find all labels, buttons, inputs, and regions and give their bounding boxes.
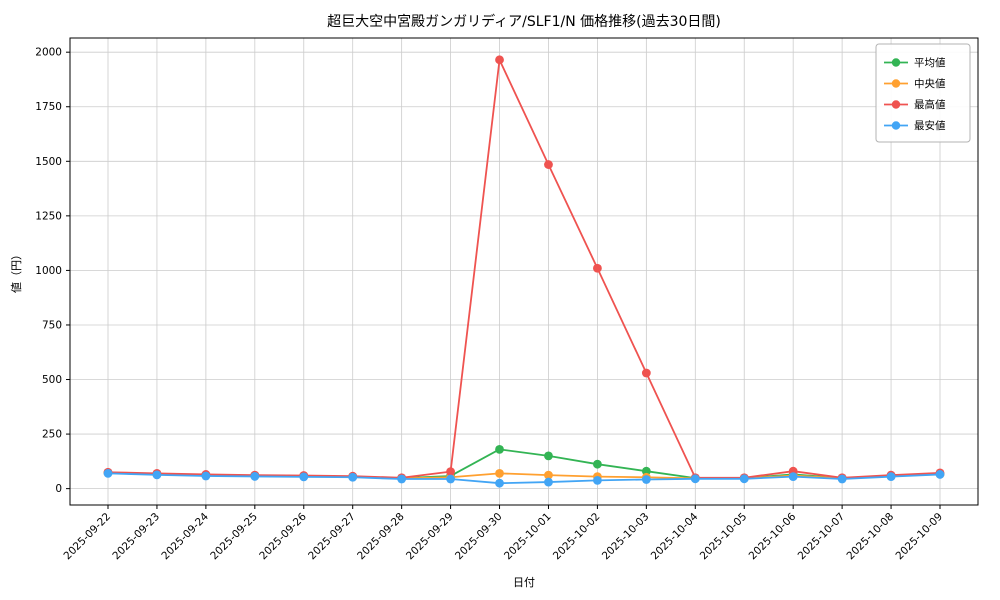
legend-marker	[891, 79, 901, 88]
y-axis-label: 値（円）	[10, 249, 23, 293]
x-tick-label: 2025-10-01	[502, 511, 554, 563]
x-tick-label: 2025-10-03	[600, 511, 652, 563]
y-tick-label: 750	[42, 319, 62, 331]
data-point-marker	[544, 160, 553, 169]
legend-item-label: 最高値	[914, 98, 946, 111]
x-tick-label: 2025-09-29	[404, 511, 456, 563]
data-point-marker	[446, 474, 455, 484]
plot-border	[69, 37, 979, 506]
data-point-marker	[495, 468, 504, 478]
data-point-marker	[544, 477, 553, 487]
legend-item-label: 最安値	[914, 119, 946, 132]
legend-box	[875, 43, 971, 143]
data-point-marker	[788, 472, 798, 482]
data-point-marker	[348, 472, 358, 482]
y-tick-label: 500	[42, 374, 62, 386]
x-tick-label: 2025-09-22	[61, 511, 113, 563]
data-series	[103, 55, 945, 488]
data-point-marker	[152, 470, 162, 480]
x-tick-label: 2025-09-25	[208, 511, 260, 563]
data-point-marker	[886, 472, 896, 482]
legend-item-label: 平均値	[914, 56, 946, 69]
grid-lines	[70, 38, 978, 505]
data-point-marker	[103, 468, 113, 478]
data-point-marker	[544, 451, 553, 461]
data-point-marker	[739, 474, 749, 484]
data-point-marker	[641, 475, 651, 484]
data-point-marker	[690, 474, 700, 484]
x-tick-label: 2025-09-28	[355, 511, 407, 563]
x-tick-label: 2025-10-06	[747, 510, 799, 562]
data-point-marker	[935, 470, 945, 479]
x-tick-label: 2025-10-04	[649, 510, 701, 562]
y-tick-label: 1250	[35, 210, 62, 222]
data-point-marker	[641, 368, 651, 378]
x-tick-label: 2025-09-27	[306, 511, 358, 563]
data-point-marker	[593, 459, 602, 469]
legend-marker	[891, 100, 901, 109]
data-point-marker	[641, 466, 651, 476]
y-tick-label: 250	[42, 429, 62, 441]
x-tick-label: 2025-10-02	[551, 511, 603, 563]
data-point-marker	[495, 444, 504, 454]
x-tick-label: 2025-09-23	[110, 511, 162, 563]
legend-item-label: 中央値	[914, 77, 946, 90]
series-line	[107, 58, 941, 479]
x-tick-label: 2025-09-30	[453, 511, 505, 563]
y-tick-label: 1000	[35, 265, 62, 277]
data-point-marker	[397, 474, 407, 484]
y-tick-label: 2000	[35, 47, 62, 59]
legend-marker	[891, 121, 901, 130]
legend-marker	[891, 58, 901, 67]
data-point-marker	[446, 467, 455, 477]
x-tick-label: 2025-10-09	[893, 511, 945, 563]
y-tick-label: 0	[55, 483, 62, 495]
chart-title: 超巨大空中宮殿ガンガリディア/SLF1/N 価格推移(過去30日間)	[327, 13, 721, 30]
data-point-marker	[593, 263, 602, 273]
data-point-marker	[299, 472, 309, 482]
y-tick-label: 1500	[35, 156, 62, 168]
data-point-marker	[495, 478, 504, 488]
x-tick-label: 2025-10-08	[845, 511, 897, 563]
data-point-marker	[544, 470, 553, 480]
x-tick-label: 2025-09-24	[159, 510, 211, 562]
x-tick-label: 2025-09-26	[257, 510, 309, 562]
data-point-marker	[201, 471, 211, 481]
data-point-marker	[495, 55, 504, 65]
y-tick-label: 1750	[35, 101, 62, 113]
x-tick-label: 2025-10-05	[698, 511, 750, 563]
data-point-marker	[593, 475, 602, 485]
tick-labels: 0 250 500 750 1000 1250 1500 1750 2000 2025-09-22…	[35, 47, 945, 563]
x-tick-label: 2025-10-07	[796, 511, 848, 563]
series-line	[107, 472, 941, 485]
x-axis-label: 日付	[513, 576, 535, 589]
data-point-marker	[250, 472, 260, 481]
axes	[66, 37, 979, 509]
data-point-marker	[837, 474, 847, 484]
